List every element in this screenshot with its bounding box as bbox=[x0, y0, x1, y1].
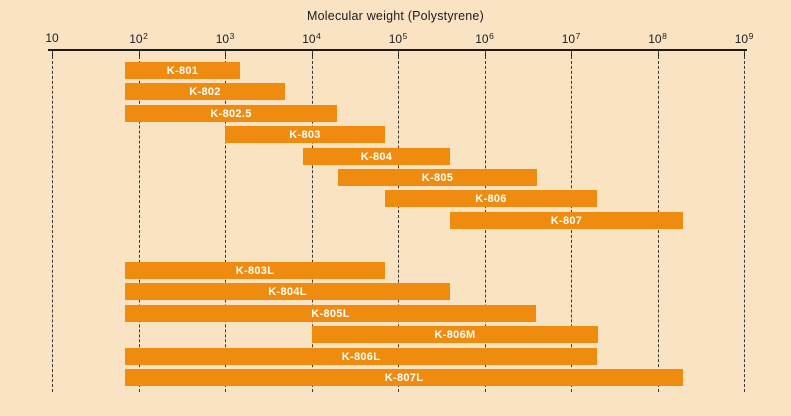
bar-label: K-805L bbox=[311, 307, 350, 320]
dashed-gridline-decade-3 bbox=[225, 51, 226, 392]
axis-tick-exponent: 7 bbox=[575, 31, 581, 41]
bar-label: K-805 bbox=[421, 171, 454, 184]
chart-title: Molecular weight (Polystyrene) bbox=[307, 9, 484, 23]
range-bar-k-803: K-803 bbox=[225, 126, 385, 143]
range-bar-k-806m: K-806M bbox=[312, 326, 598, 343]
axis-tick-label: 109 bbox=[734, 31, 754, 46]
axis-tick-label: 102 bbox=[129, 31, 148, 46]
bar-label: K-807L bbox=[384, 371, 424, 384]
range-bar-k-803l: K-803L bbox=[125, 262, 385, 279]
range-bar-k-805: K-805 bbox=[338, 169, 537, 186]
dashed-gridline-decade-1 bbox=[52, 51, 53, 392]
bar-label: K-802.5 bbox=[210, 107, 252, 120]
axis-tick-exponent: 6 bbox=[489, 31, 494, 41]
range-bar-k-806l: K-806L bbox=[125, 348, 597, 365]
axis-tick-exponent: 5 bbox=[402, 31, 408, 41]
bar-label: K-804 bbox=[360, 150, 393, 163]
axis-tick-label: 105 bbox=[388, 31, 408, 46]
range-bar-k-802-5: K-802.5 bbox=[125, 105, 337, 122]
axis-tick-label: 106 bbox=[475, 31, 494, 46]
axis-tick-exponent: 9 bbox=[748, 31, 754, 41]
axis-tick-exponent: 3 bbox=[229, 31, 235, 41]
range-bar-k-807l: K-807L bbox=[125, 369, 683, 386]
range-bar-k-802: K-802 bbox=[125, 83, 285, 100]
axis-tick-label: 108 bbox=[648, 31, 667, 46]
bar-label: K-803L bbox=[235, 264, 275, 277]
bar-label: K-801 bbox=[166, 64, 199, 77]
range-bar-k-805l: K-805L bbox=[125, 305, 536, 322]
bar-label: K-806L bbox=[341, 350, 381, 363]
axis-tick-exponent: 4 bbox=[316, 31, 321, 41]
axis-tick-label: 103 bbox=[215, 31, 235, 46]
dashed-gridline-decade-4 bbox=[311, 51, 313, 392]
range-bar-k-807: K-807 bbox=[450, 212, 683, 229]
range-bar-k-806: K-806 bbox=[385, 190, 597, 207]
axis-tick-exponent: 8 bbox=[662, 31, 667, 41]
dashed-gridline-decade-9 bbox=[744, 51, 745, 392]
bar-label: K-804L bbox=[268, 285, 307, 298]
bar-label: K-802 bbox=[189, 85, 221, 98]
range-bar-k-801: K-801 bbox=[125, 62, 240, 79]
dashed-gridline-decade-2 bbox=[138, 51, 140, 392]
axis-tick-label: 107 bbox=[561, 31, 581, 46]
dashed-gridline-decade-5 bbox=[398, 51, 399, 392]
bar-label: K-806M bbox=[434, 328, 476, 341]
bar-label: K-807 bbox=[550, 214, 583, 227]
range-bar-k-804l: K-804L bbox=[125, 283, 450, 300]
bar-label: K-806 bbox=[475, 192, 507, 205]
axis-tick-exponent: 2 bbox=[143, 31, 148, 41]
range-bar-k-804: K-804 bbox=[303, 148, 450, 165]
axis-tick-label: 104 bbox=[302, 31, 321, 46]
axis-tick-label: 10 bbox=[45, 31, 59, 45]
bar-label: K-803 bbox=[289, 128, 321, 141]
x-axis-line bbox=[48, 49, 747, 51]
